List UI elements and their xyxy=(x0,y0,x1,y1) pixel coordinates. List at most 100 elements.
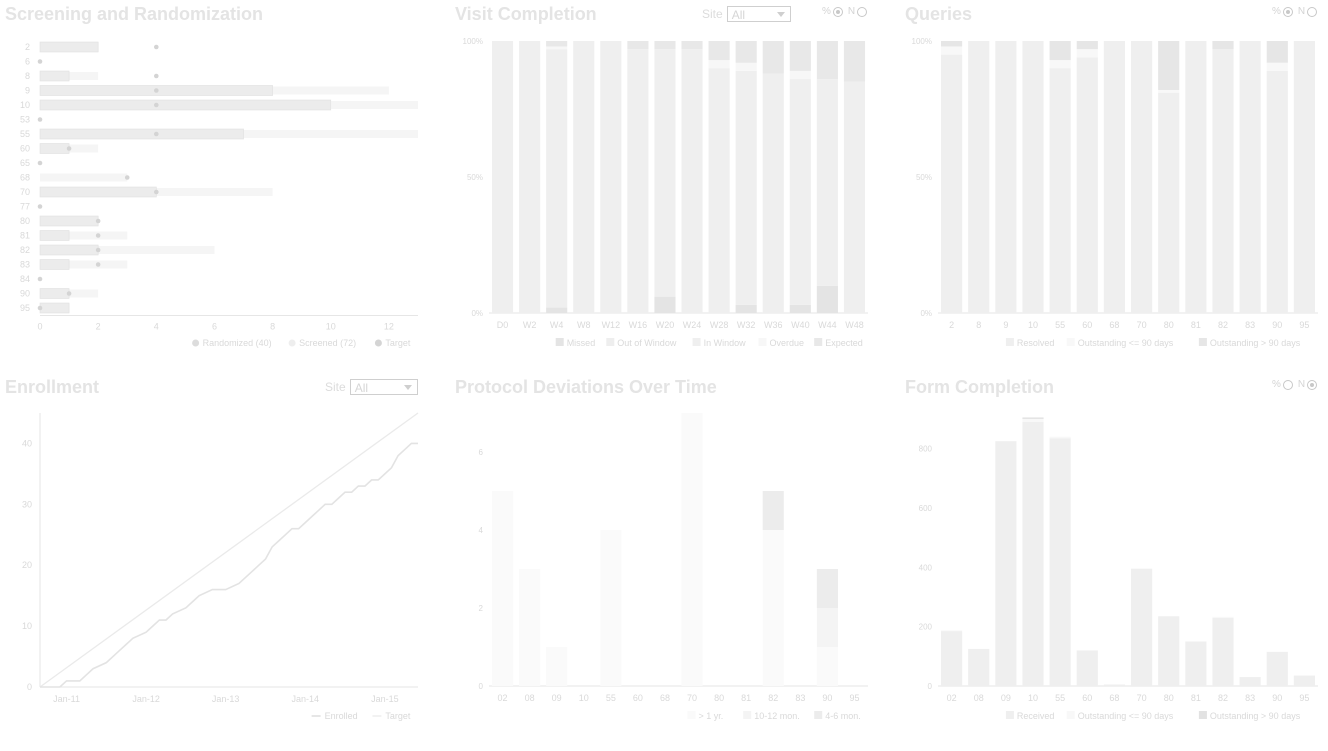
queries-bar-segment xyxy=(1076,57,1098,313)
screening-screened-bar xyxy=(40,231,128,240)
queries-bar-segment xyxy=(1049,41,1071,61)
deviations-y-tick: 2 xyxy=(479,604,484,613)
queries-bar-segment xyxy=(1266,41,1288,63)
forms-y-tick: 0 xyxy=(928,682,933,691)
queries-panel: Queries % N xyxy=(900,0,1328,360)
visit-pct-radio[interactable] xyxy=(832,6,843,17)
deviations-legend-label: > 1 yr. xyxy=(699,711,724,721)
visit-bar-segment xyxy=(816,285,838,313)
visit-site-label: Site xyxy=(702,7,723,21)
screening-y-tick: 55 xyxy=(20,129,30,139)
visit-bar-segment xyxy=(843,41,866,82)
queries-y-tick: 100% xyxy=(912,37,932,46)
screening-y-tick: 80 xyxy=(20,216,30,226)
screening-target-dot xyxy=(37,160,43,166)
visit-n-radio[interactable] xyxy=(857,6,868,17)
forms-bar-segment xyxy=(1130,568,1153,569)
deviations-x-tick: 60 xyxy=(633,693,643,703)
queries-x-tick: 68 xyxy=(1109,320,1119,330)
deviations-x-tick: 70 xyxy=(687,693,697,703)
visit-x-tick: W20 xyxy=(656,320,675,330)
queries-bar-segment xyxy=(1266,62,1288,71)
screening-randomized-bar xyxy=(39,230,70,241)
screening-y-tick: 68 xyxy=(20,173,30,183)
visit-bar-segment xyxy=(546,307,568,313)
deviations-x-tick: 68 xyxy=(660,693,670,703)
forms-bar-segment xyxy=(968,648,990,686)
deviations-x-tick: 02 xyxy=(498,693,508,703)
queries-bar-segment xyxy=(1049,60,1071,69)
visit-bar-segment xyxy=(735,304,757,313)
visit-legend-swatch xyxy=(758,338,767,346)
screening-legend-label: Screened (72) xyxy=(299,338,356,348)
screening-target-dot xyxy=(154,44,159,50)
queries-x-tick: 2 xyxy=(949,320,954,330)
screening-screened-bar xyxy=(40,260,128,269)
visit-bar-segment xyxy=(519,41,541,313)
screening-target-dot xyxy=(154,88,159,93)
forms-x-tick: 55 xyxy=(1055,693,1065,703)
screening-target-dot xyxy=(95,262,101,267)
screening-x-tick: 12 xyxy=(384,322,394,332)
screening-x-tick: 4 xyxy=(154,322,159,332)
queries-legend-label: Resolved xyxy=(1017,338,1055,348)
screening-y-tick: 95 xyxy=(20,303,30,313)
screening-y-tick: 2 xyxy=(25,42,30,52)
queries-bar-segment xyxy=(1212,49,1234,313)
queries-bar-segment xyxy=(1239,41,1261,313)
visit-bar-segment xyxy=(789,79,811,305)
queries-x-tick: 81 xyxy=(1191,320,1201,330)
visit-y-tick: 100% xyxy=(463,37,483,46)
screening-y-tick: 81 xyxy=(20,231,30,241)
visit-x-tick: W32 xyxy=(737,320,756,330)
deviations-x-tick: 09 xyxy=(552,693,562,703)
forms-x-tick: 82 xyxy=(1218,693,1228,703)
visit-bar-segment xyxy=(789,70,811,80)
visit-bar-segment xyxy=(573,41,595,313)
visit-site-select[interactable]: All xyxy=(726,6,791,22)
enrollment-legend-label: Enrolled xyxy=(325,711,358,721)
deviations-bar-segment xyxy=(762,530,784,686)
forms-pct-radio[interactable] xyxy=(1282,379,1293,390)
deviations-y-tick: 6 xyxy=(479,448,484,457)
forms-n-label: N xyxy=(1297,379,1306,390)
enrollment-site-select[interactable]: All xyxy=(349,379,418,395)
screening-randomized-bar xyxy=(39,143,70,154)
queries-x-tick: 90 xyxy=(1272,320,1282,330)
visit-legend-label: Out of Window xyxy=(617,338,677,348)
screening-target-dot xyxy=(37,117,43,122)
queries-pct-radio[interactable] xyxy=(1282,6,1293,17)
queries-legend-label: Outstanding <= 90 days xyxy=(1078,338,1174,348)
screening-randomized-bar xyxy=(39,215,99,227)
forms-pct-label: % xyxy=(1272,379,1281,390)
queries-bar-segment xyxy=(940,41,963,47)
visit-legend-swatch xyxy=(692,338,701,346)
deviations-legend-swatch xyxy=(687,711,696,719)
forms-legend-label: Received xyxy=(1017,711,1055,721)
screening-x-tick: 6 xyxy=(212,322,217,332)
queries-n-radio[interactable] xyxy=(1307,6,1318,17)
screening-y-tick: 77 xyxy=(20,202,30,212)
screening-title: Screening and Randomization xyxy=(5,4,264,24)
deviations-bar-segment xyxy=(816,608,838,647)
queries-x-tick: 82 xyxy=(1218,320,1228,330)
visit-panel: Visit Completion Site All % N xyxy=(450,0,890,360)
queries-x-tick: 95 xyxy=(1299,320,1309,330)
forms-n-radio[interactable] xyxy=(1307,379,1318,390)
forms-bar-segment xyxy=(1293,675,1316,686)
visit-bar-segment xyxy=(816,41,838,80)
enrollment-y-tick: 30 xyxy=(22,499,32,509)
queries-n-label: N xyxy=(1297,6,1306,17)
enrollment-y-tick: 0 xyxy=(27,682,32,692)
screening-randomized-bar xyxy=(39,186,157,198)
visit-bar-segment xyxy=(762,41,784,74)
chevron-down-icon xyxy=(403,385,412,390)
screening-target-dot xyxy=(37,305,43,311)
queries-bar-segment xyxy=(940,46,963,55)
visit-x-tick: W24 xyxy=(683,320,702,330)
forms-legend-label: Outstanding <= 90 days xyxy=(1078,711,1174,721)
queries-y-tick: 50% xyxy=(916,173,932,182)
forms-x-tick: 95 xyxy=(1299,693,1309,703)
visit-x-tick: W4 xyxy=(550,320,564,330)
visit-bar-segment xyxy=(546,46,568,50)
